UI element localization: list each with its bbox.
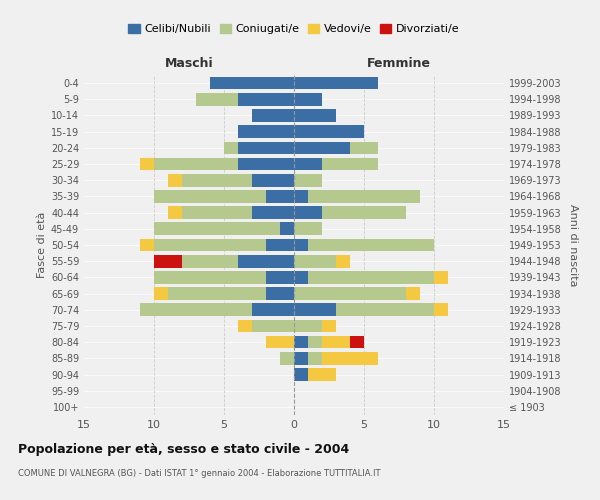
Bar xyxy=(182,174,252,186)
Bar xyxy=(308,368,336,381)
Bar xyxy=(224,142,238,154)
Bar xyxy=(350,142,378,154)
Y-axis label: Fasce di età: Fasce di età xyxy=(37,212,47,278)
Bar xyxy=(322,206,406,219)
Bar xyxy=(252,304,294,316)
Bar xyxy=(406,288,420,300)
Bar xyxy=(294,336,308,348)
Bar xyxy=(210,77,294,90)
Bar xyxy=(294,255,336,268)
Bar xyxy=(238,320,252,332)
Bar xyxy=(266,190,294,202)
Text: Femmine: Femmine xyxy=(367,57,431,70)
Bar xyxy=(336,255,350,268)
Bar xyxy=(350,336,364,348)
Bar xyxy=(238,142,294,154)
Bar xyxy=(294,190,308,202)
Bar xyxy=(168,206,182,219)
Bar xyxy=(168,174,182,186)
Text: Maschi: Maschi xyxy=(164,57,214,70)
Bar xyxy=(154,288,168,300)
Bar xyxy=(280,352,294,364)
Bar xyxy=(140,304,252,316)
Bar xyxy=(294,368,308,381)
Bar xyxy=(308,271,434,283)
Bar xyxy=(168,288,266,300)
Bar xyxy=(308,352,322,364)
Bar xyxy=(294,238,308,252)
Bar xyxy=(238,158,294,170)
Bar xyxy=(154,158,238,170)
Bar xyxy=(196,93,238,106)
Bar xyxy=(266,288,294,300)
Bar xyxy=(294,174,322,186)
Bar xyxy=(308,190,420,202)
Bar xyxy=(182,255,238,268)
Bar xyxy=(140,238,154,252)
Bar xyxy=(308,336,322,348)
Bar xyxy=(294,352,308,364)
Y-axis label: Anni di nascita: Anni di nascita xyxy=(568,204,578,286)
Bar xyxy=(308,238,434,252)
Bar xyxy=(238,255,294,268)
Text: Popolazione per età, sesso e stato civile - 2004: Popolazione per età, sesso e stato civil… xyxy=(18,442,349,456)
Bar xyxy=(294,320,322,332)
Bar xyxy=(252,206,294,219)
Bar xyxy=(154,222,280,235)
Bar xyxy=(238,93,294,106)
Bar xyxy=(266,238,294,252)
Bar xyxy=(294,304,336,316)
Bar xyxy=(238,126,294,138)
Bar xyxy=(182,206,252,219)
Bar xyxy=(154,190,266,202)
Bar xyxy=(336,304,434,316)
Bar xyxy=(266,271,294,283)
Bar xyxy=(294,206,322,219)
Bar xyxy=(294,126,364,138)
Bar xyxy=(294,93,322,106)
Bar xyxy=(434,304,448,316)
Bar xyxy=(154,255,182,268)
Bar xyxy=(294,109,336,122)
Bar xyxy=(294,158,322,170)
Bar xyxy=(294,288,406,300)
Bar xyxy=(294,77,378,90)
Bar xyxy=(322,352,378,364)
Bar xyxy=(322,336,350,348)
Bar xyxy=(252,174,294,186)
Bar xyxy=(266,336,294,348)
Bar xyxy=(140,158,154,170)
Bar xyxy=(294,271,308,283)
Bar xyxy=(280,222,294,235)
Bar xyxy=(252,109,294,122)
Bar xyxy=(294,222,322,235)
Bar xyxy=(252,320,294,332)
Legend: Celibi/Nubili, Coniugati/e, Vedovi/e, Divorziati/e: Celibi/Nubili, Coniugati/e, Vedovi/e, Di… xyxy=(124,20,464,38)
Bar xyxy=(322,158,378,170)
Bar xyxy=(294,142,350,154)
Text: COMUNE DI VALNEGRA (BG) - Dati ISTAT 1° gennaio 2004 - Elaborazione TUTTITALIA.I: COMUNE DI VALNEGRA (BG) - Dati ISTAT 1° … xyxy=(18,469,380,478)
Bar xyxy=(434,271,448,283)
Bar xyxy=(154,238,266,252)
Bar xyxy=(154,271,266,283)
Bar xyxy=(322,320,336,332)
